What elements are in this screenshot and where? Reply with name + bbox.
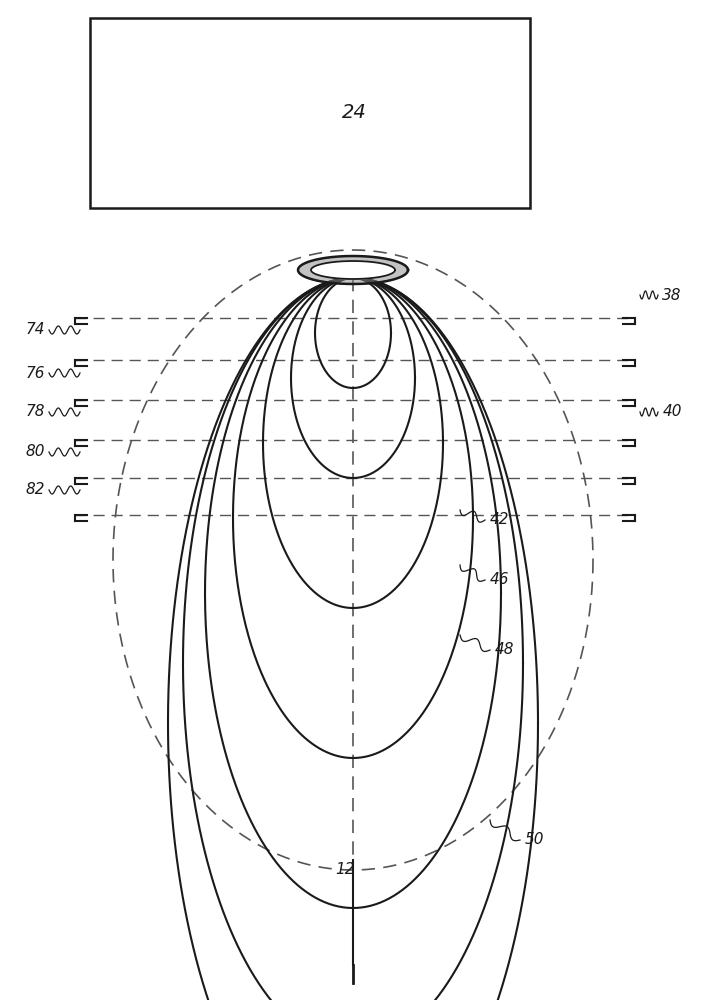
Text: 80: 80 — [25, 444, 45, 460]
Polygon shape — [311, 261, 395, 279]
Text: 76: 76 — [25, 365, 45, 380]
Bar — [90, 18, 530, 208]
Text: 46: 46 — [490, 572, 510, 587]
Text: 40: 40 — [662, 404, 682, 420]
Text: 82: 82 — [25, 483, 45, 497]
Text: 50: 50 — [525, 832, 544, 848]
Polygon shape — [298, 256, 408, 284]
Text: 74: 74 — [25, 322, 45, 338]
Text: 78: 78 — [25, 404, 45, 420]
Text: 38: 38 — [662, 288, 682, 302]
Text: 12: 12 — [335, 862, 355, 878]
Text: 42: 42 — [490, 512, 510, 528]
Text: 48: 48 — [495, 643, 515, 658]
Text: 24: 24 — [341, 104, 366, 122]
